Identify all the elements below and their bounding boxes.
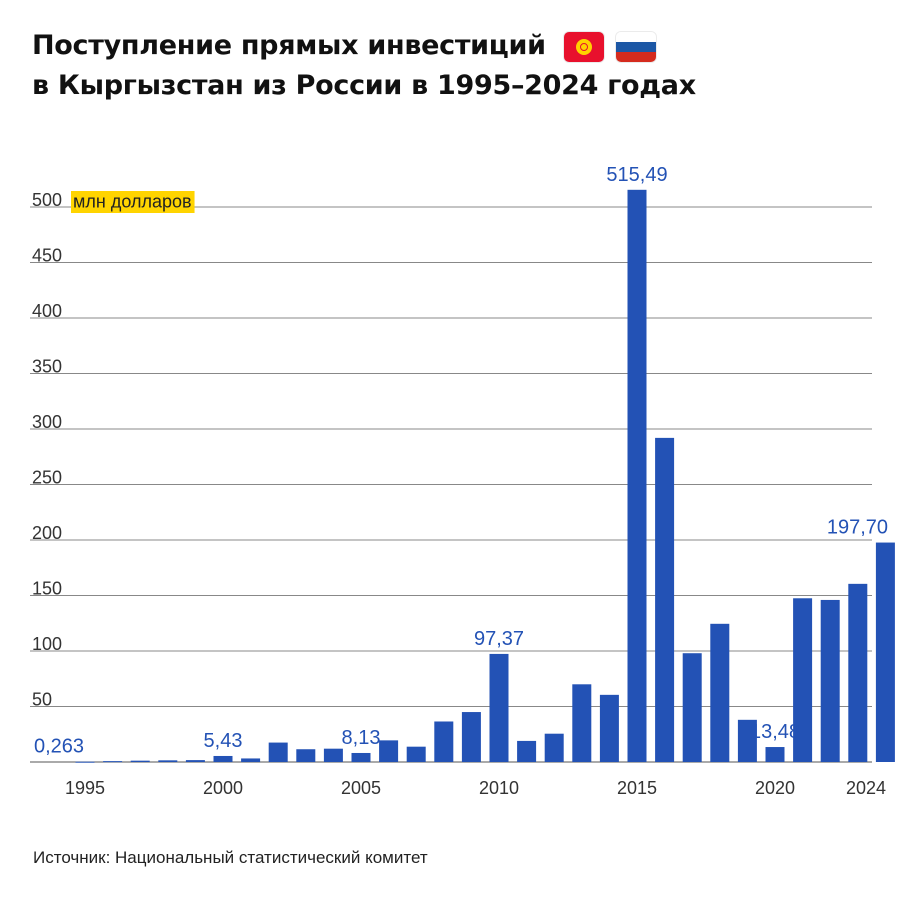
flag-russia-icon bbox=[615, 31, 656, 62]
data-label-2015: 515,49 bbox=[606, 164, 667, 186]
flag-kyrgyzstan-icon bbox=[563, 31, 604, 62]
bar-2021 bbox=[793, 598, 813, 762]
bar-2014 bbox=[599, 694, 619, 762]
unit-highlight bbox=[71, 191, 195, 213]
bar-2017 bbox=[682, 653, 702, 762]
bar-2010 bbox=[489, 653, 509, 762]
bar-2009 bbox=[461, 712, 481, 762]
title-line-2: в Кыргызстан из России в 1995–2024 годах bbox=[32, 70, 696, 101]
bar-1995 bbox=[75, 761, 95, 763]
bar-2000 bbox=[213, 755, 233, 762]
bar-2024 bbox=[875, 542, 895, 762]
x-tick-label: 2010 bbox=[479, 778, 519, 798]
bar-2012 bbox=[544, 733, 564, 762]
y-tick-label: 400 bbox=[32, 301, 62, 321]
bar-1999 bbox=[185, 760, 205, 762]
bar-1996 bbox=[103, 761, 123, 763]
x-tick-label: 2024 bbox=[846, 778, 886, 798]
data-label-2000: 5,43 bbox=[204, 730, 243, 752]
bar-2008 bbox=[434, 721, 454, 762]
bar-2006 bbox=[379, 740, 399, 762]
bar-2004 bbox=[323, 748, 343, 762]
bar-2005 bbox=[351, 752, 371, 762]
data-label-2024: 197,70 bbox=[827, 517, 888, 539]
y-tick-label: 450 bbox=[32, 246, 62, 266]
y-tick-label: 300 bbox=[32, 412, 62, 432]
bar-2015 bbox=[627, 189, 647, 763]
bar-2011 bbox=[517, 740, 537, 762]
bar-1997 bbox=[130, 760, 150, 762]
bar-2020 bbox=[765, 747, 785, 762]
x-tick-label: 2000 bbox=[203, 778, 243, 798]
source-note: Источник: Национальный статистический ко… bbox=[33, 848, 428, 867]
bar-2007 bbox=[406, 746, 426, 762]
bar-2019 bbox=[737, 719, 757, 762]
chart-title: Поступление прямых инвестиций в Кыргызст… bbox=[32, 26, 852, 106]
bar-2018 bbox=[710, 623, 730, 762]
data-label-2005: 8,13 bbox=[342, 727, 381, 749]
data-label-2010: 97,37 bbox=[474, 628, 524, 650]
y-tick-label: 200 bbox=[32, 523, 62, 543]
bar-2013 bbox=[572, 684, 592, 762]
bar-2022 bbox=[820, 599, 840, 762]
title-line-1: Поступление прямых инвестиций bbox=[32, 30, 546, 61]
y-tick-label: 150 bbox=[32, 579, 62, 599]
y-tick-label: 250 bbox=[32, 468, 62, 488]
y-tick-label: 50 bbox=[32, 690, 52, 710]
bar-1998 bbox=[158, 760, 178, 762]
data-label-1995: 0,263 bbox=[34, 736, 84, 758]
x-tick-label: 1995 bbox=[65, 778, 105, 798]
bar-2016 bbox=[655, 437, 675, 762]
x-tick-label: 2015 bbox=[617, 778, 657, 798]
bar-2003 bbox=[296, 749, 316, 762]
data-label-2020: 13,48 bbox=[750, 721, 800, 743]
bar-2002 bbox=[268, 742, 288, 762]
y-tick-label: 350 bbox=[32, 357, 62, 377]
bar-2023 bbox=[848, 583, 868, 762]
x-tick-label: 2005 bbox=[341, 778, 381, 798]
bar-2001 bbox=[241, 758, 261, 762]
y-tick-label: 100 bbox=[32, 634, 62, 654]
y-tick-label: 500 bbox=[32, 190, 62, 210]
unit-label: млн долларов bbox=[73, 192, 192, 212]
x-tick-label: 2020 bbox=[755, 778, 795, 798]
